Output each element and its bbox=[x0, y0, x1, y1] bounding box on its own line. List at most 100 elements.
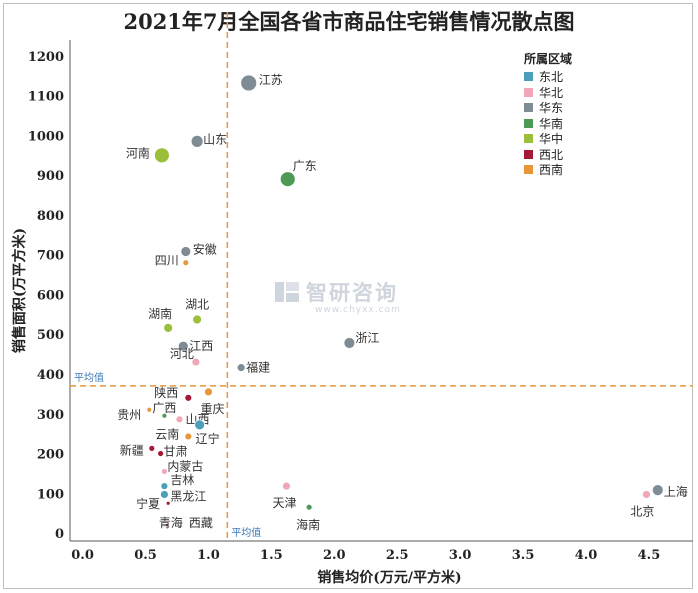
x-tick-label: 2.0 bbox=[323, 548, 346, 563]
data-point-贵州 bbox=[146, 406, 153, 413]
y-tick-label: 1000 bbox=[28, 129, 64, 144]
x-tick-label: 4.5 bbox=[638, 548, 661, 563]
legend-title: 所属区域 bbox=[524, 52, 573, 66]
data-point-宁夏 bbox=[165, 500, 171, 506]
data-point-上海 bbox=[651, 484, 664, 497]
y-tick-label: 200 bbox=[37, 448, 64, 463]
legend-item: 华中 bbox=[524, 131, 614, 147]
data-point-辽宁 bbox=[194, 419, 206, 431]
data-label-陕西: 陕西 bbox=[154, 385, 178, 400]
y-tick-label: 600 bbox=[37, 288, 64, 303]
data-label-宁夏: 宁夏 bbox=[136, 496, 160, 511]
x-tick-label: 1.5 bbox=[260, 548, 283, 563]
legend-item: 东北 bbox=[524, 69, 614, 85]
data-point-广东 bbox=[279, 171, 296, 188]
legend-swatch bbox=[524, 149, 533, 159]
data-point-安徽 bbox=[180, 246, 192, 257]
data-point-重庆 bbox=[204, 387, 213, 397]
data-label-内蒙古: 内蒙古 bbox=[167, 458, 203, 473]
data-label-青海: 青海 bbox=[159, 515, 183, 530]
data-point-江西 bbox=[177, 340, 189, 352]
data-point-河北 bbox=[191, 357, 201, 367]
data-point-河南 bbox=[153, 147, 170, 164]
data-label-贵州: 贵州 bbox=[117, 408, 141, 422]
x-axis-title: 销售均价(万元/平方米) bbox=[317, 569, 461, 586]
data-label-河南: 河南 bbox=[126, 145, 150, 160]
y-tick-label: 100 bbox=[37, 487, 64, 502]
data-label-河北: 河北 bbox=[170, 347, 194, 361]
x-tick-label: 3.5 bbox=[512, 548, 535, 563]
data-label-安徽: 安徽 bbox=[193, 242, 217, 257]
data-label-云南: 云南 bbox=[155, 426, 179, 441]
data-point-陕西 bbox=[184, 393, 193, 402]
x-tick-label: 4.0 bbox=[575, 548, 598, 563]
data-point-天津 bbox=[282, 481, 291, 491]
data-point-吉林 bbox=[160, 482, 169, 491]
y-tick-label: 900 bbox=[37, 169, 64, 184]
legend-label: 东北 bbox=[539, 70, 564, 85]
y-tick-label: 300 bbox=[37, 408, 64, 423]
chart-frame bbox=[3, 3, 693, 589]
watermark-text: 智研咨询 bbox=[306, 281, 398, 305]
legend-label: 华中 bbox=[539, 132, 564, 147]
legend-item: 华东 bbox=[524, 100, 614, 116]
data-label-海南: 海南 bbox=[296, 517, 320, 532]
legend-item: 华南 bbox=[524, 116, 614, 132]
mean-y-label: 平均值 bbox=[74, 371, 104, 384]
data-point-广西 bbox=[161, 412, 168, 419]
data-label-山东: 山东 bbox=[203, 132, 227, 146]
legend-label: 西南 bbox=[539, 163, 564, 178]
legend-label: 华东 bbox=[539, 101, 564, 116]
legend-item: 华北 bbox=[524, 85, 614, 101]
legend-swatch bbox=[524, 72, 533, 82]
data-label-四川: 四川 bbox=[155, 254, 179, 268]
legend-swatch bbox=[524, 103, 533, 113]
watermark-url: www.chyxx.com bbox=[315, 305, 401, 315]
mean-x-label: 平均值 bbox=[231, 526, 261, 539]
data-label-新疆: 新疆 bbox=[120, 442, 144, 457]
data-point-甘肃 bbox=[157, 450, 165, 457]
data-point-北京 bbox=[642, 490, 651, 499]
data-label-辽宁: 辽宁 bbox=[196, 431, 220, 446]
legend-swatch bbox=[524, 118, 533, 128]
y-tick-label: 700 bbox=[37, 249, 64, 264]
data-label-江西: 江西 bbox=[189, 339, 213, 353]
data-point-内蒙古 bbox=[160, 468, 168, 475]
data-point-山西 bbox=[175, 415, 184, 424]
data-label-北京: 北京 bbox=[630, 504, 654, 518]
data-label-湖北: 湖北 bbox=[185, 297, 209, 312]
data-label-吉林: 吉林 bbox=[170, 473, 194, 487]
data-point-山东 bbox=[190, 134, 204, 148]
data-label-西藏: 西藏 bbox=[189, 516, 213, 530]
legend: 所属区域 东北 华北 华东 华南 华中 西北 西南 bbox=[524, 50, 614, 178]
data-point-黑龙江 bbox=[159, 490, 169, 499]
data-label-甘肃: 甘肃 bbox=[164, 445, 188, 459]
legend-item: 西南 bbox=[524, 162, 614, 178]
legend-swatch bbox=[524, 87, 533, 97]
data-label-江苏: 江苏 bbox=[259, 73, 283, 87]
y-tick-label: 1100 bbox=[28, 90, 64, 105]
data-point-江苏 bbox=[240, 74, 258, 92]
data-label-天津: 天津 bbox=[272, 496, 296, 510]
data-label-福建: 福建 bbox=[246, 360, 270, 375]
chart-title: 2021年7月全国各省市商品住宅销售情况散点图 bbox=[123, 9, 575, 34]
data-point-西藏 bbox=[188, 523, 193, 527]
y-tick-label: 800 bbox=[37, 209, 64, 224]
legend-swatch bbox=[524, 165, 533, 175]
data-point-湖南 bbox=[163, 322, 174, 333]
data-label-浙江: 浙江 bbox=[355, 331, 379, 345]
y-axis-title: 销售面积(万平方米) bbox=[11, 228, 28, 353]
data-point-湖北 bbox=[192, 314, 203, 325]
data-label-黑龙江: 黑龙江 bbox=[170, 489, 206, 503]
data-label-重庆: 重庆 bbox=[200, 402, 224, 416]
data-point-浙江 bbox=[343, 337, 356, 349]
data-point-四川 bbox=[182, 259, 190, 267]
y-tick-label: 400 bbox=[37, 368, 64, 383]
x-tick-label: 3.0 bbox=[449, 548, 472, 563]
data-point-云南 bbox=[184, 432, 193, 441]
legend-label: 华北 bbox=[539, 85, 564, 100]
x-tick-label: 1.0 bbox=[197, 548, 220, 563]
data-label-湖南: 湖南 bbox=[148, 306, 172, 321]
y-tick-label: 500 bbox=[37, 328, 64, 343]
